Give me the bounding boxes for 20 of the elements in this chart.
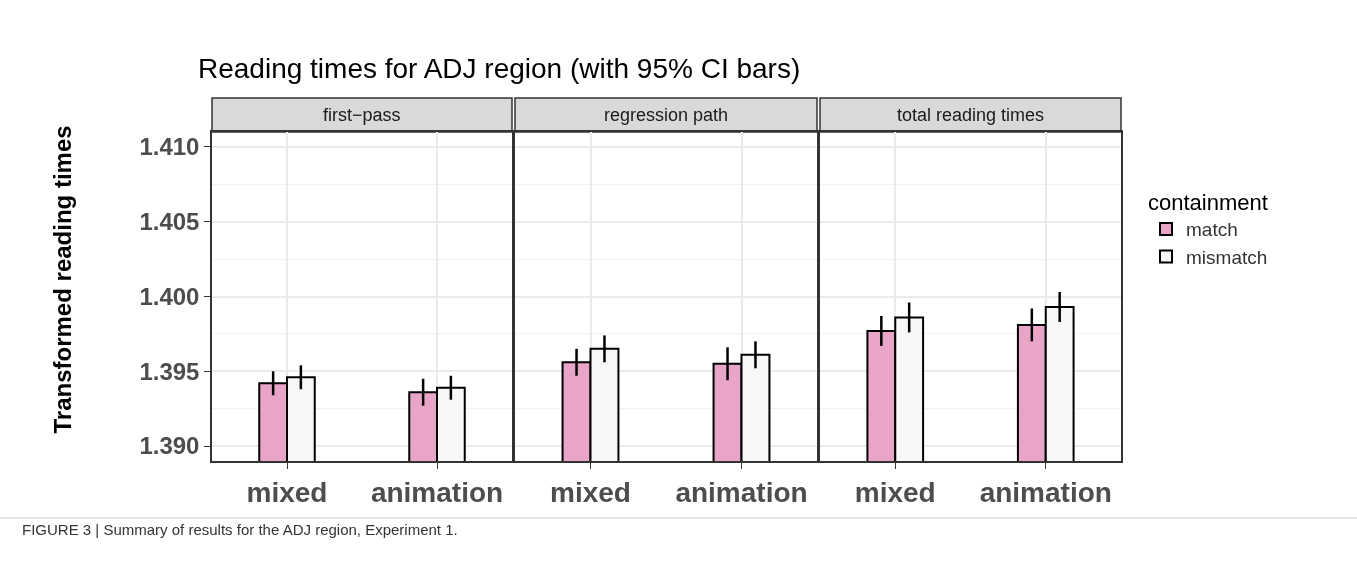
- y-tick-label: 1.400: [139, 282, 200, 310]
- y-tick-label: 1.395: [139, 357, 200, 385]
- y-tick-label: 1.410: [139, 133, 200, 161]
- x-tick-label: mixed: [854, 477, 936, 509]
- x-tick-label: animation: [370, 477, 504, 509]
- chart-title: Reading times for ADJ region (with 95% CI bars): [198, 53, 801, 84]
- y-tick-label: 1.405: [139, 208, 200, 236]
- legend-label: match: [1186, 219, 1238, 241]
- x-tick-label: animation: [675, 477, 808, 509]
- legend-label: mismatch: [1186, 247, 1268, 268]
- x-tick-label: mixed: [246, 477, 328, 509]
- chart-subtitle: regression path: [604, 105, 729, 125]
- y-axis-title: Transformed reading times: [48, 125, 76, 434]
- chart-subtitle: first−pass: [323, 105, 401, 125]
- caption: FIGURE 3 | Summary of results for the ADJ region, Experiment 1.: [22, 521, 458, 538]
- chart-subtitle: total reading times: [897, 105, 1045, 125]
- x-tick-label: animation: [979, 477, 1112, 509]
- legend-title: containment: [1148, 190, 1268, 216]
- x-tick-label: mixed: [550, 477, 631, 509]
- y-tick-label: 1.390: [139, 432, 200, 460]
